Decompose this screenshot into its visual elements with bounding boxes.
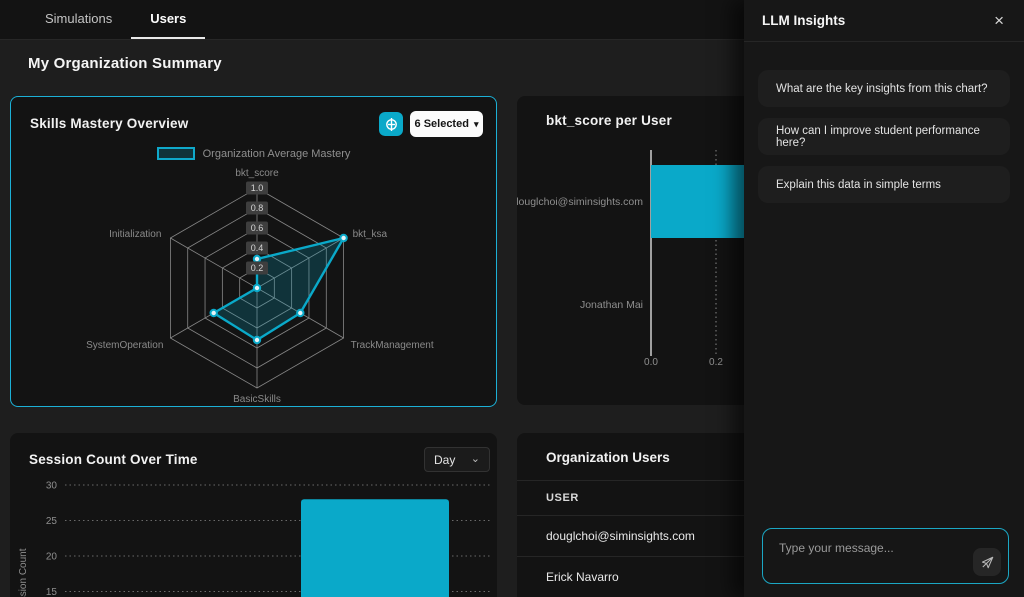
radar-legend: Organization Average Mastery: [11, 147, 496, 160]
radar-grid: [169, 187, 345, 389]
svg-text:0.8: 0.8: [251, 203, 264, 213]
radar-data-point: [296, 308, 305, 318]
session-bar: [301, 499, 449, 597]
llm-insights-drawer: LLM Insights × What are the key insights…: [744, 0, 1024, 597]
send-button[interactable]: [973, 548, 1001, 576]
svg-text:Session Count: Session Count: [18, 548, 29, 597]
svg-text:0.2: 0.2: [709, 357, 723, 368]
svg-text:BasicSkills: BasicSkills: [233, 394, 281, 405]
svg-text:0.2: 0.2: [251, 263, 264, 273]
drawer-title: LLM Insights: [762, 13, 846, 28]
skills-radar-chart: 0.2 0.4 0.6 0.8 1.0 bkt_score bkt_ksa TrackMana…: [11, 97, 498, 408]
page-title: My Organization Summary: [28, 55, 222, 72]
drawer-header: LLM Insights ×: [744, 0, 1024, 42]
svg-text:bkt_score: bkt_score: [235, 168, 279, 179]
skills-mastery-title: Skills Mastery Overview: [30, 116, 189, 131]
interval-value: Day: [434, 452, 456, 467]
tab-users[interactable]: Users: [131, 0, 206, 39]
session-count-title: Session Count Over Time: [29, 452, 198, 467]
legend-swatch: [156, 147, 195, 160]
suggestion-improve-performance[interactable]: How can I improve student performance he…: [758, 118, 1010, 155]
svg-text:Initialization: Initialization: [109, 229, 161, 240]
svg-text:20: 20: [46, 552, 58, 563]
svg-text:15: 15: [46, 587, 58, 597]
skills-selected-label: 6 Selected: [414, 118, 469, 130]
svg-text:SystemOperation: SystemOperation: [86, 340, 163, 351]
chevron-down-icon: ⌄: [470, 452, 480, 465]
target-button[interactable]: [379, 112, 403, 136]
suggestion-key-insights[interactable]: What are the key insights from this char…: [758, 70, 1010, 107]
radar-data-point: [209, 308, 218, 318]
svg-text:0.4: 0.4: [251, 243, 264, 253]
paper-plane-icon: [980, 555, 995, 570]
radar-data-point: [339, 233, 348, 243]
svg-text:bkt_ksa: bkt_ksa: [353, 229, 388, 240]
bkt-bar: [651, 165, 746, 238]
chat-input-container: [762, 528, 1009, 584]
user-row[interactable]: Erick Navarro: [517, 557, 817, 597]
radar-series-polygon: [212, 236, 345, 342]
svg-text:1.0: 1.0: [251, 183, 264, 193]
svg-text:TrackManagement: TrackManagement: [351, 340, 434, 351]
radar-data-point: [252, 254, 262, 264]
top-nav: Simulations Users: [0, 0, 744, 40]
tab-simulations[interactable]: Simulations: [45, 11, 113, 26]
chat-message-input[interactable]: [763, 529, 1008, 583]
svg-text:30: 30: [46, 481, 58, 492]
users-column-header: USER: [517, 481, 817, 516]
svg-text:25: 25: [46, 516, 58, 527]
skills-selected-dropdown[interactable]: 6 Selected ▾: [410, 111, 483, 137]
legend-label: Organization Average Mastery: [202, 147, 351, 160]
svg-text:Jonathan Mai: Jonathan Mai: [580, 299, 643, 311]
svg-text:0.6: 0.6: [251, 223, 264, 233]
bkt-score-title: bkt_score per User: [546, 113, 672, 128]
svg-text:douglchoi@siminsights.com: douglchoi@siminsights.com: [517, 196, 643, 208]
suggestion-explain-simple[interactable]: Explain this data in simple terms: [758, 166, 1010, 203]
skills-mastery-panel: Skills Mastery Overview 6 Selected ▾ Org…: [10, 96, 497, 407]
radar-data-point: [252, 283, 262, 293]
interval-select[interactable]: Day ⌄: [424, 447, 490, 472]
session-count-panel: Session Count Over Time Day ⌄ 30 25 20 15 Se…: [10, 433, 497, 597]
user-row[interactable]: douglchoi@siminsights.com: [517, 516, 817, 557]
svg-text:0.0: 0.0: [644, 357, 658, 368]
radar-data-point: [252, 335, 262, 345]
suggestion-list: What are the key insights from this char…: [758, 70, 1010, 203]
organization-users-title: Organization Users: [517, 433, 817, 481]
crosshair-icon: [384, 117, 399, 132]
chevron-down-icon: ▾: [473, 118, 479, 129]
close-icon[interactable]: ×: [990, 10, 1008, 31]
